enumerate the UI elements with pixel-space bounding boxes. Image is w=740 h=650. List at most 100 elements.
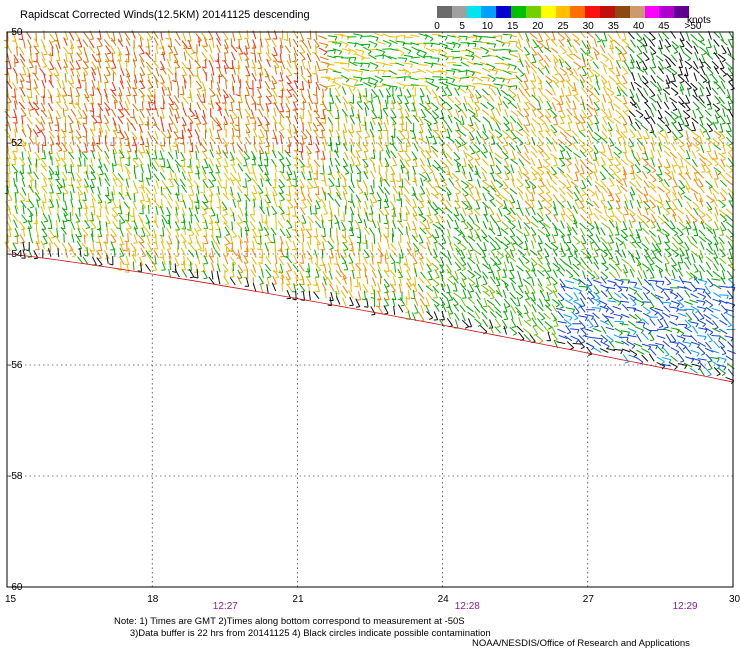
wind-barb	[140, 135, 145, 145]
wind-barb-flag	[322, 108, 327, 111]
wind-barb	[266, 234, 272, 243]
wind-barb	[34, 38, 40, 47]
wind-barb-flag	[538, 250, 543, 252]
wind-barb	[474, 158, 481, 167]
wind-barb-flag	[525, 101, 530, 104]
wind-barb-flag	[263, 164, 268, 167]
wind-barb	[246, 30, 249, 40]
wind-barb-flag	[562, 185, 567, 189]
wind-barb	[337, 249, 340, 259]
wind-barb	[665, 79, 670, 89]
wind-barb	[258, 52, 262, 62]
wind-barb	[566, 178, 572, 188]
wind-barb	[649, 108, 655, 118]
wind-barb-flag	[589, 149, 594, 153]
wind-barb-flag	[307, 229, 312, 231]
wind-barb	[572, 205, 578, 214]
wind-barb	[342, 96, 349, 105]
wind-barb	[579, 114, 586, 123]
wind-barb	[119, 129, 125, 139]
wind-barb-flag	[716, 101, 721, 105]
wind-barb	[567, 248, 574, 257]
wind-barb	[391, 100, 395, 109]
wind-barb	[454, 143, 460, 152]
wind-barb	[648, 38, 656, 47]
wind-barb	[488, 129, 495, 138]
wind-barb-flag	[106, 222, 111, 225]
wind-barb-flag	[404, 58, 408, 63]
wind-barb-flag	[383, 107, 388, 110]
wind-barb	[209, 149, 215, 158]
wind-barb	[203, 193, 209, 203]
wind-barb	[33, 107, 40, 116]
wind-barb	[486, 101, 495, 109]
wind-barb-flag	[576, 121, 581, 125]
wind-barb	[88, 45, 95, 54]
wind-barb	[580, 207, 588, 215]
wind-barb-flag	[507, 86, 512, 91]
wind-barb	[153, 100, 157, 110]
wind-barb	[384, 192, 389, 202]
wind-barb	[489, 84, 498, 89]
wind-barb	[472, 222, 481, 229]
wind-barb	[587, 235, 595, 243]
legend-tick-label: 15	[507, 21, 519, 32]
wind-barb-flag	[584, 255, 588, 259]
wind-barb-flag	[695, 107, 700, 111]
wind-barb	[63, 101, 69, 111]
wind-barb	[146, 65, 153, 75]
wind-barb-flag	[610, 92, 615, 96]
wind-barb	[57, 61, 62, 70]
wind-barb	[307, 158, 310, 168]
wind-barb	[22, 66, 27, 75]
wind-barb	[648, 181, 656, 188]
wind-barb	[580, 144, 587, 152]
wind-barb	[27, 39, 32, 48]
wind-barb	[700, 241, 705, 250]
wind-barb	[502, 56, 511, 61]
wind-barb	[446, 108, 453, 117]
wind-barb	[427, 143, 432, 153]
wind-barb	[686, 149, 691, 159]
wind-barb	[135, 143, 138, 153]
wind-barb	[55, 109, 62, 119]
wind-barb	[366, 186, 369, 196]
wind-barb	[460, 76, 470, 79]
wind-barb	[209, 53, 215, 63]
wind-barb	[400, 115, 404, 125]
wind-barb	[96, 144, 103, 153]
wind-barb-flag	[396, 180, 401, 183]
wind-barb-flag	[609, 242, 614, 244]
wind-barb	[7, 206, 12, 216]
wind-barb	[257, 184, 264, 193]
wind-barb	[84, 212, 89, 222]
wind-barb	[431, 48, 441, 52]
wind-barb	[537, 67, 544, 75]
wind-barb	[245, 129, 251, 139]
wind-barb	[293, 59, 297, 70]
wind-barb	[531, 240, 535, 250]
wind-barb-flag	[89, 206, 95, 208]
wind-barb	[491, 135, 496, 145]
wind-barb-flag	[457, 38, 461, 42]
wind-barb-flag	[569, 72, 574, 76]
wind-barb	[683, 52, 692, 59]
wind-barb	[182, 107, 187, 117]
wind-barb-flag	[456, 158, 461, 161]
wind-barb	[552, 200, 557, 210]
wind-barb	[21, 143, 27, 152]
wind-barb	[4, 110, 11, 119]
wind-barb	[495, 55, 505, 61]
wind-barb	[252, 114, 257, 124]
wind-barb	[713, 39, 720, 47]
wind-barb	[285, 240, 290, 250]
wind-barb	[217, 173, 222, 182]
wind-barb	[392, 220, 397, 229]
wind-barb	[237, 199, 240, 209]
wind-barb	[293, 185, 299, 194]
wind-barb-flag	[434, 193, 439, 196]
wind-barb	[594, 172, 599, 181]
wind-barb	[91, 79, 96, 89]
wind-barb	[98, 227, 103, 237]
wind-barb	[517, 249, 525, 257]
